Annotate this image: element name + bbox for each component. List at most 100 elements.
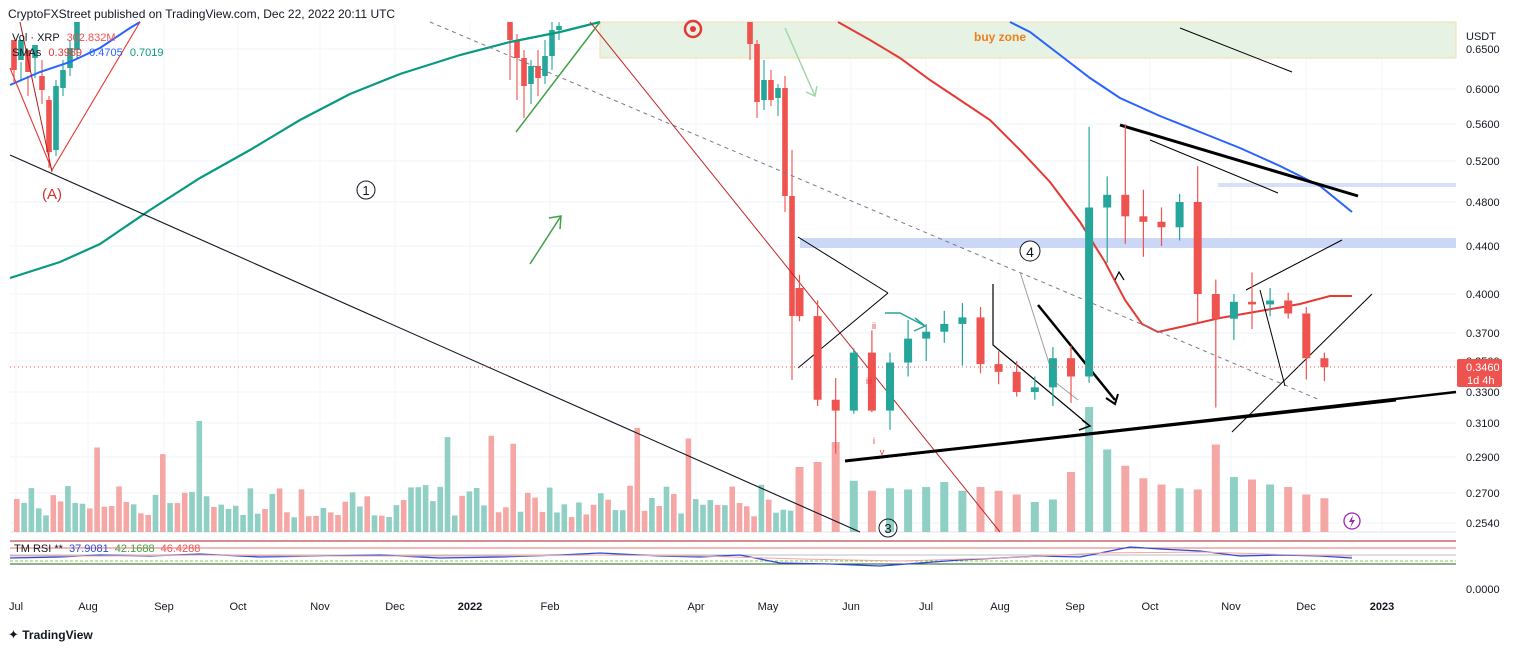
candle-body <box>542 56 548 76</box>
candle-body <box>1030 387 1039 392</box>
time-tick-label: Apr <box>687 601 704 613</box>
candle-body <box>549 30 555 56</box>
volume-bar <box>692 499 699 532</box>
price-tick-label: 0.3300 <box>1466 387 1500 399</box>
volume-bar <box>422 485 429 532</box>
volume-bar <box>1284 487 1293 532</box>
volume-bar <box>619 510 626 532</box>
volume-bar <box>1266 484 1275 532</box>
candle-body <box>775 88 781 98</box>
volume-bar <box>123 501 130 532</box>
candle-body <box>940 323 949 332</box>
price-scale[interactable]: 0.6500 0.6000 0.5600 0.5200 0.4800 0.4400 0.40… <box>1466 44 1500 596</box>
volume-bar <box>437 486 443 532</box>
candle-body <box>976 317 985 365</box>
time-tick-label: Oct <box>1141 601 1158 613</box>
price-tick-label: 0.3100 <box>1466 418 1500 430</box>
volume-bar <box>583 514 589 532</box>
rsi-legend: TM RSI ** 37.9081 42.1688 46.4288 <box>14 543 200 555</box>
flash-icon[interactable] <box>1343 512 1361 530</box>
price-tick-label: 0.2700 <box>1466 488 1500 500</box>
volume-bar <box>849 480 858 532</box>
volume-bar <box>152 494 159 532</box>
volume-bar <box>1012 494 1021 532</box>
historical-candles <box>11 22 795 380</box>
time-tick-label: Sep <box>1065 601 1085 613</box>
volume-bar <box>714 504 721 532</box>
volume-bar <box>313 515 319 532</box>
volume-bar <box>189 491 195 532</box>
volume-bar <box>576 502 582 532</box>
volume-bar <box>1229 477 1238 532</box>
volume-bar <box>174 503 181 532</box>
volume-bar <box>1175 488 1184 532</box>
candle-body <box>754 44 760 102</box>
countdown-value: 1d 4h <box>1467 375 1495 387</box>
candle-body <box>958 317 967 324</box>
wave-3-label: 3 <box>884 521 891 536</box>
time-tick-label: Oct <box>229 601 246 613</box>
candle-body <box>904 338 913 363</box>
candle-body <box>747 22 753 44</box>
volume-bar <box>444 437 451 532</box>
candle-body <box>46 100 52 152</box>
volume-bar <box>138 513 144 532</box>
volume-bar <box>327 512 334 532</box>
volume-bar <box>671 493 677 532</box>
volume-bar <box>87 508 93 532</box>
buy-zone-rect <box>599 21 1457 59</box>
volume-bar <box>320 507 327 532</box>
volume-bar <box>218 504 224 532</box>
candle-body <box>795 288 804 317</box>
target-icon <box>683 19 703 39</box>
volume-bar <box>306 516 312 532</box>
volume-bar <box>700 504 706 532</box>
candle-body <box>1121 194 1130 217</box>
volume-bar <box>21 502 27 532</box>
volume-bar <box>57 501 64 532</box>
volume-bar <box>276 488 283 532</box>
candle-body <box>994 364 1003 372</box>
volume-bar <box>940 482 949 532</box>
candle-body <box>1139 216 1148 222</box>
price-candles <box>795 124 1329 454</box>
volume-bar <box>554 512 560 532</box>
sma-short-value: 0.3989 <box>48 47 83 59</box>
price-tick-label: 0.6000 <box>1466 84 1500 96</box>
volume-bar <box>886 488 894 532</box>
volume-bar <box>247 488 254 532</box>
volume-bar <box>922 487 931 532</box>
wave-i-label: i <box>873 436 875 446</box>
rsi-legend-label: TM RSI ** <box>14 543 63 555</box>
publisher-header: CryptoFXStreet published on TradingView.… <box>8 7 396 21</box>
volume-bar <box>335 515 341 532</box>
volume-bar <box>488 435 495 532</box>
volume-bar <box>795 467 804 532</box>
candle-body <box>535 66 541 78</box>
price-tick-label: 0.0000 <box>1466 584 1500 596</box>
volume-bar <box>408 487 414 532</box>
candle-body <box>53 86 59 150</box>
candle-body <box>789 196 795 316</box>
volume-bar <box>517 511 524 532</box>
tradingview-logo[interactable]: ✦ TradingView <box>8 627 93 643</box>
time-tick-label: Jul <box>9 601 23 613</box>
time-scale[interactable]: Jul Aug Sep Oct Nov Dec 2022 Feb Apr May Jun Jul Aug… <box>9 601 1394 613</box>
rsi-pane <box>9 540 1456 567</box>
volume-bar <box>958 490 967 532</box>
chart-grid <box>10 22 1456 533</box>
time-tick-label: Dec <box>1296 601 1316 613</box>
time-tick-label: 2022 <box>458 601 482 613</box>
volume-bar <box>539 511 546 532</box>
volume-bar <box>1211 444 1220 532</box>
volume-bar <box>729 486 735 532</box>
candle-body <box>556 26 562 30</box>
volume-bar <box>1030 502 1039 532</box>
volume-bar <box>994 490 1003 532</box>
volume-bar <box>568 517 575 532</box>
volume-bar <box>196 421 203 532</box>
sma-legend: SMAs 0.3989 0.4705 0.7019 <box>12 46 164 61</box>
candle-body <box>1103 194 1112 208</box>
candle-body <box>60 70 66 88</box>
